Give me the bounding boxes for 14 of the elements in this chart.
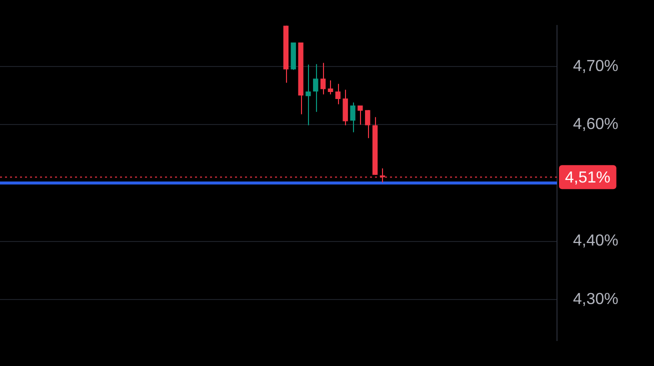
candlestick: [328, 80, 334, 95]
y-tick-label: 4,40%: [573, 232, 618, 250]
candlestick: [358, 104, 363, 126]
candlestick: [335, 83, 341, 105]
candlestick: [365, 110, 370, 139]
candlestick: [306, 64, 311, 126]
candlestick: [320, 62, 326, 95]
y-tick-label: 4,30%: [573, 291, 618, 308]
ref-line-label: 4,51%: [565, 170, 610, 187]
y-tick-label: 4,70%: [573, 58, 618, 75]
candlestick: [313, 64, 318, 112]
candlestick: [350, 102, 356, 133]
y-tick-label: 4,60%: [573, 116, 618, 134]
candlestick: [342, 89, 348, 126]
